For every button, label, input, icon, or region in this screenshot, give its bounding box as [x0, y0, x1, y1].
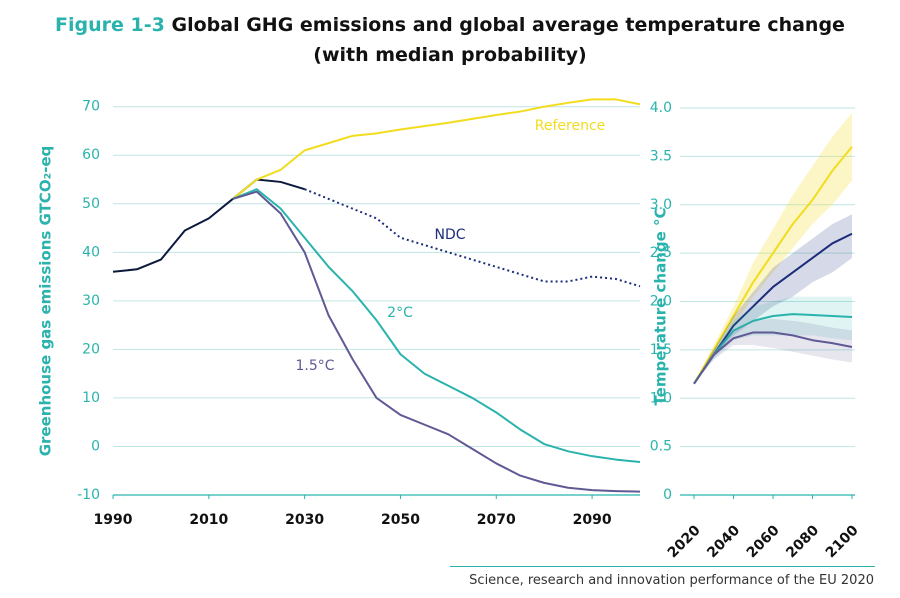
y-tick-label: -10 [77, 487, 100, 503]
series-line [693, 232, 853, 385]
y-tick-label: 4.0 [650, 100, 672, 116]
x-tick-label: 2030 [285, 512, 324, 528]
uncertainty-band [694, 296, 852, 384]
x-tick-label: 2020 [665, 522, 704, 561]
series-line [693, 331, 853, 385]
y-tick-label: 10 [82, 390, 100, 406]
footer: Science, research and innovation perform… [469, 573, 874, 588]
title-line: Figure 1-3 Global GHG emissions and glob… [0, 14, 900, 36]
series-line [112, 178, 305, 273]
series-label: 1.5°C [295, 358, 334, 374]
y-tick-label: 70 [82, 99, 100, 115]
x-tick-label: 2100 [823, 522, 862, 561]
y-tick-label: 60 [82, 147, 100, 163]
figure-label: Figure 1-3 [55, 14, 165, 36]
series-line [693, 146, 853, 385]
chart-title: Global GHG emissions and global average … [171, 14, 845, 36]
series-line [693, 313, 853, 385]
footer-rule [450, 566, 875, 567]
x-tick-label: 2050 [381, 512, 420, 528]
series-label: NDC [434, 227, 465, 243]
series-line [232, 188, 641, 463]
series-label: 2°C [387, 305, 413, 321]
x-tick-label: 2070 [477, 512, 516, 528]
chart-subtitle: (with median probability) [313, 44, 587, 66]
uncertainty-band [694, 318, 852, 384]
y-tick-label: 20 [82, 341, 100, 357]
y-tick-label: 2.5 [650, 245, 672, 261]
x-tick-label: 2010 [189, 512, 228, 528]
series-line [232, 190, 641, 493]
y-tick-label: 2.0 [650, 294, 672, 310]
x-tick-label: 2090 [573, 512, 612, 528]
x-tick-label: 2080 [783, 522, 822, 561]
series-line [304, 188, 641, 288]
y-tick-label: 3.0 [650, 197, 672, 213]
y-tick-label: 50 [82, 196, 100, 212]
x-tick-label: 2060 [744, 522, 783, 561]
y-tick-label: 30 [82, 293, 100, 309]
x-tick-label: 1990 [94, 512, 133, 528]
y-tick-label: 1.0 [650, 390, 672, 406]
series-line [232, 98, 641, 200]
x-tick-label: 2040 [704, 522, 743, 561]
y-tick-label: 1.5 [650, 342, 672, 358]
series-label: Reference [535, 118, 606, 134]
y-tick-label: 0 [91, 438, 100, 454]
y-tick-label: 3.5 [650, 148, 672, 164]
y-tick-label: 40 [82, 244, 100, 260]
y-axis-label: Temperature change °C [652, 207, 670, 405]
y-tick-label: 0.5 [650, 439, 672, 455]
y-tick-label: 0 [663, 487, 672, 503]
y-axis-label: Greenhouse gas emissions GTCO₂-eq [37, 146, 55, 457]
